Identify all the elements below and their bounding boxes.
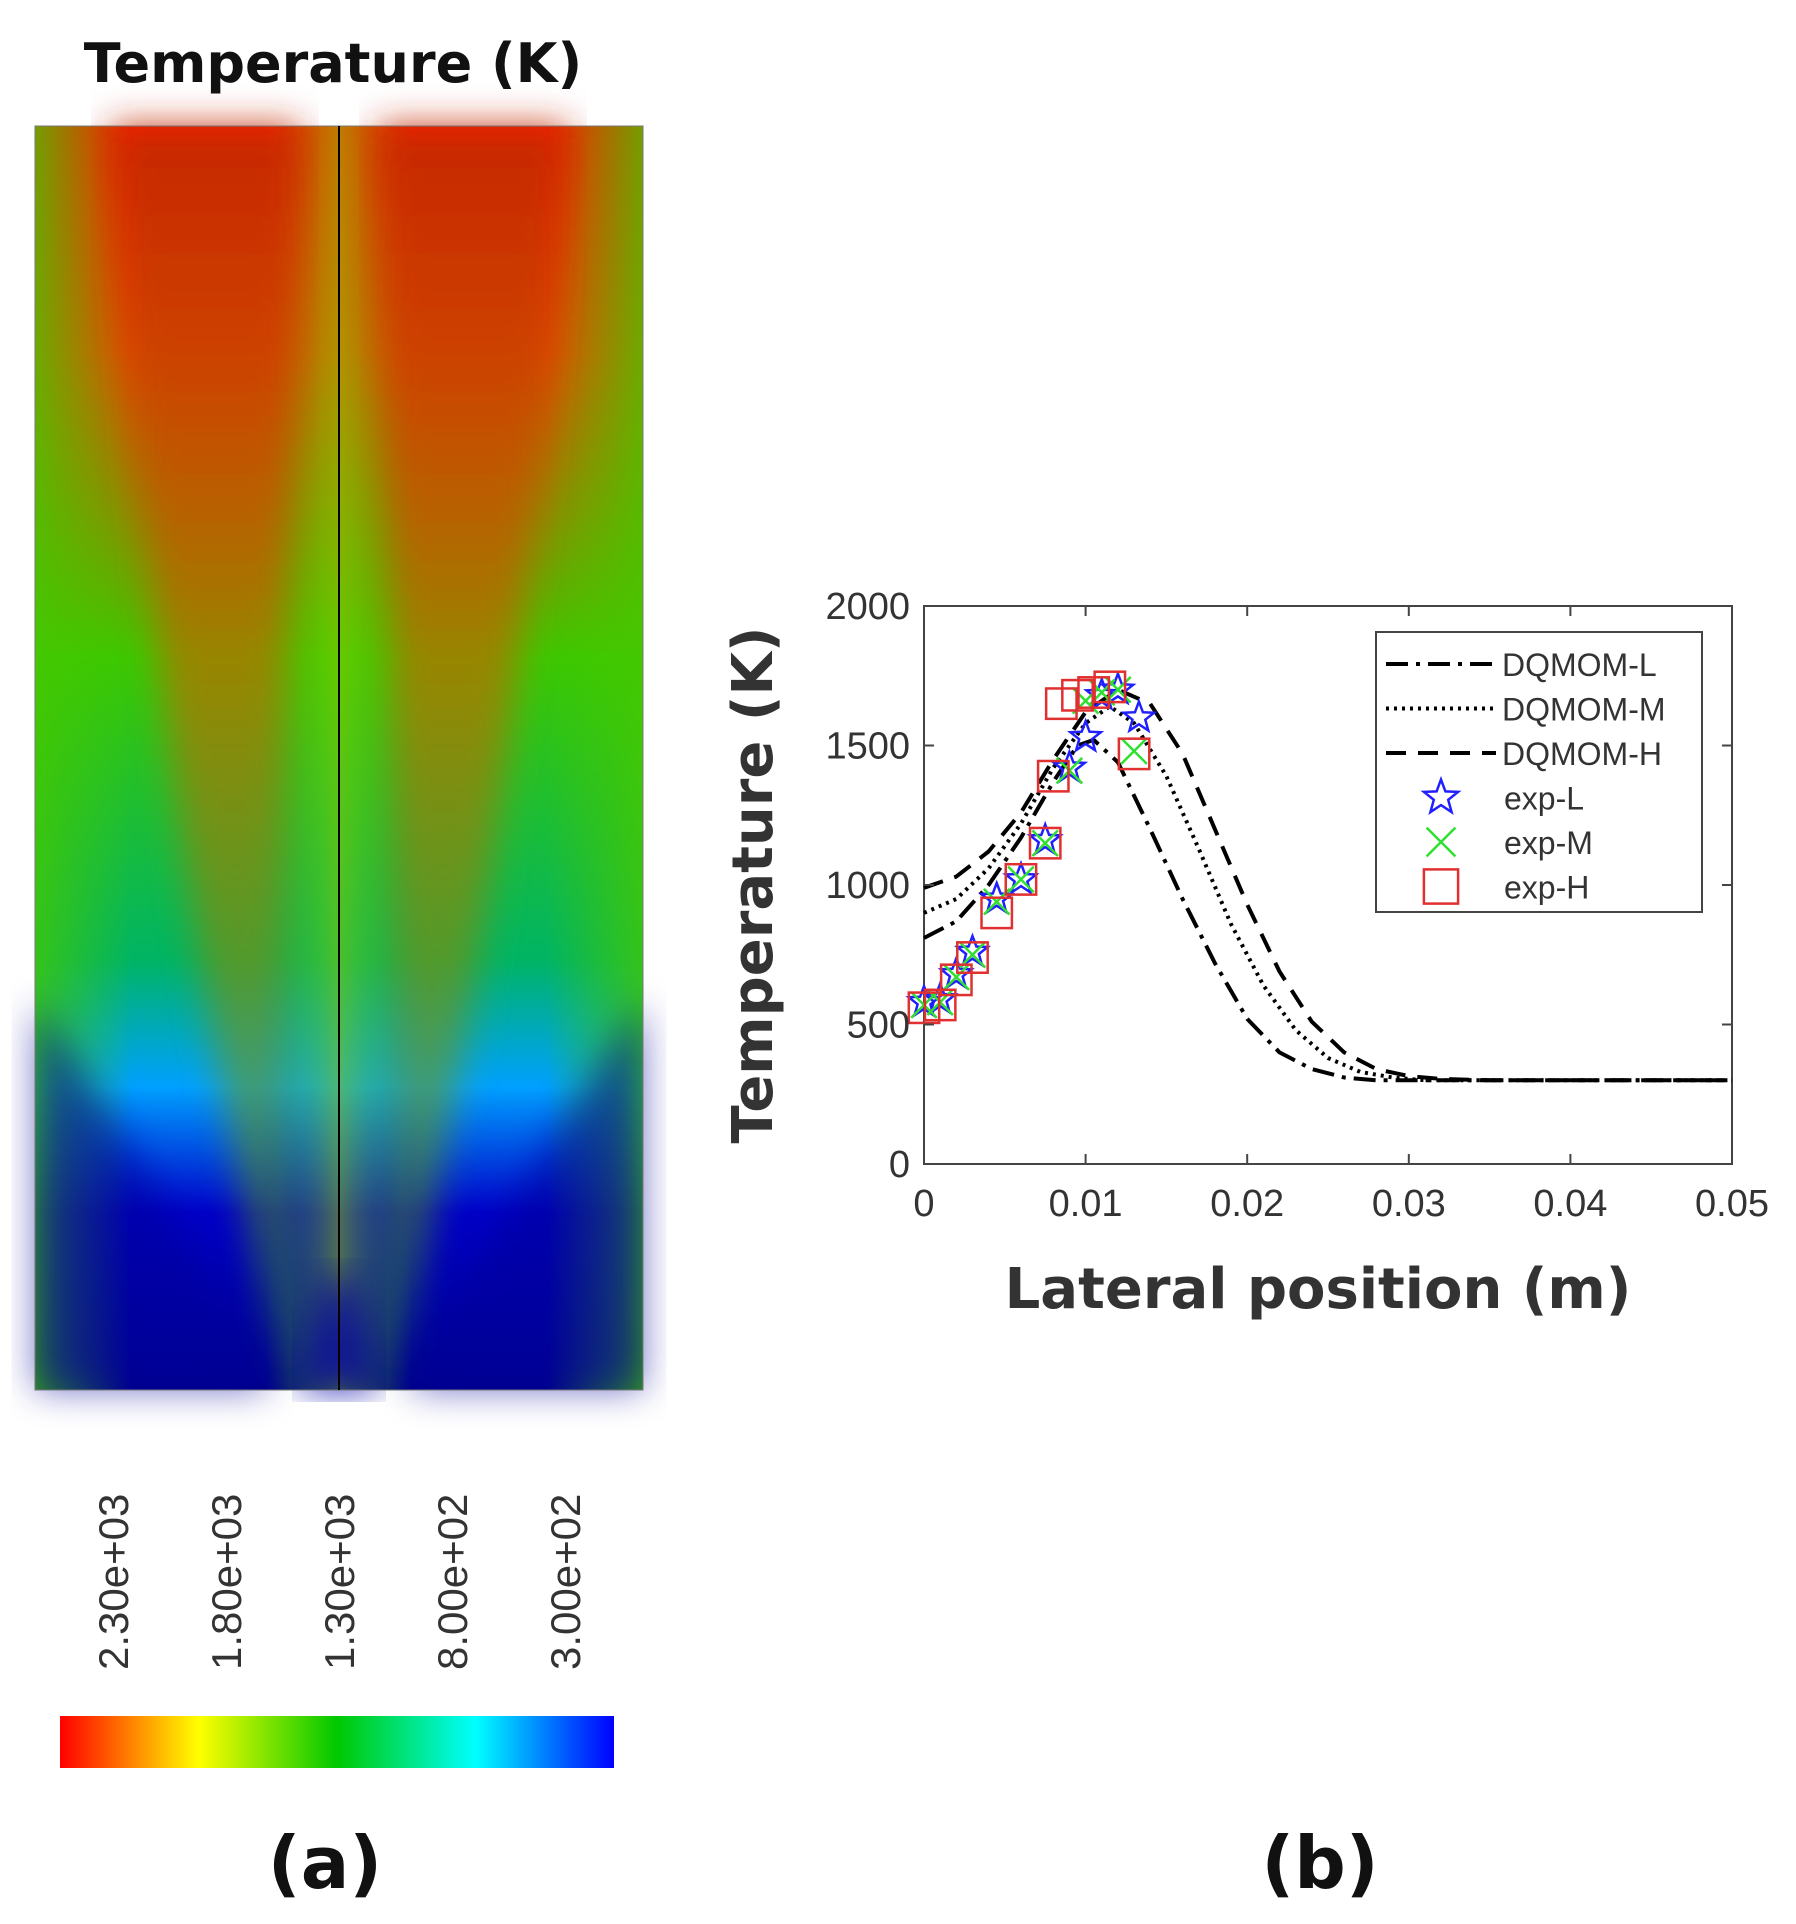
legend-label: DQMOM-H (1502, 736, 1662, 772)
legend-marker-swatch (1422, 868, 1460, 905)
data-point (1099, 670, 1137, 706)
data-point (953, 932, 992, 968)
legend-item: exp-H (1422, 868, 1589, 906)
data-point (1007, 865, 1035, 894)
x-tick-label: 0.02 (1210, 1183, 1284, 1225)
x-tick-label: 0 (913, 1183, 934, 1225)
data-point (942, 963, 971, 991)
panel-a: Temperature (K) 2.30e+03 1.80e+03 1.30e+… (34, 32, 644, 1905)
colorbar: 2.30e+03 1.80e+03 1.30e+03 8.00e+02 3.00… (60, 1494, 614, 1768)
series-markers-exp-h (907, 670, 1151, 1025)
y-tick-label: 0 (889, 1144, 910, 1186)
y-tick-label: 1000 (825, 865, 910, 907)
colorbar-gradient (60, 1716, 614, 1768)
legend-label: exp-H (1504, 870, 1589, 906)
y-tick-label: 1500 (825, 726, 910, 768)
panel-a-label: (a) (268, 1821, 382, 1905)
legend-item: DQMOM-H (1386, 736, 1662, 772)
data-point (956, 941, 989, 974)
legend-label: DQMOM-L (1502, 647, 1657, 683)
x-axis-label: Lateral position (m) (1005, 1257, 1632, 1322)
data-point (1031, 829, 1059, 857)
data-point (1002, 859, 1040, 896)
legend-item: exp-M (1425, 825, 1593, 861)
data-point (958, 941, 987, 969)
data-point (1004, 862, 1038, 896)
colorbar-label: 1.30e+03 (316, 1494, 363, 1670)
x-tick-label: 0.05 (1695, 1183, 1769, 1225)
legend-item: DQMOM-L (1386, 647, 1657, 683)
data-point (1117, 737, 1151, 771)
colorbar-label: 8.00e+02 (429, 1494, 476, 1670)
legend-item: exp-L (1420, 775, 1584, 817)
data-point (1028, 826, 1062, 860)
legend: DQMOM-L DQMOM-M DQMOM-H exp-L exp-M exp-H (1375, 631, 1703, 913)
data-point (1120, 737, 1148, 765)
contour-title: Temperature (K) (84, 32, 582, 95)
line-chart: 0 0.01 0.02 0.03 0.04 0.05 0 500 1000 1500 2000 L… (721, 586, 1769, 1322)
x-tick-label: 0.04 (1533, 1183, 1607, 1225)
legend-item: DQMOM-M (1386, 692, 1666, 728)
data-point (937, 954, 975, 991)
legend-marker-swatch (1420, 775, 1462, 815)
series-line-dqmom-m (923, 704, 1732, 1083)
data-point (980, 896, 1014, 930)
colorbar-label: 1.80e+03 (203, 1494, 250, 1670)
series-line-dqmom-l (923, 737, 1732, 1083)
y-tick-label: 500 (847, 1005, 910, 1047)
panel-b-label: (b) (1261, 1821, 1378, 1905)
legend-label: exp-L (1504, 781, 1584, 817)
colorbar-label: 3.00e+02 (542, 1494, 589, 1670)
legend-label: DQMOM-M (1502, 692, 1666, 728)
legend-marker-swatch (1425, 826, 1457, 858)
legend-box (1375, 631, 1703, 913)
temperature-contour-map (34, 125, 644, 1391)
series-line-dqmom-h (923, 687, 1732, 1083)
colorbar-label: 2.30e+03 (90, 1494, 137, 1670)
data-point (1036, 759, 1070, 793)
y-tick-label: 2000 (825, 586, 910, 628)
data-point (1120, 698, 1158, 734)
data-point (1026, 820, 1064, 857)
panel-b: 0 0.01 0.02 0.03 0.04 0.05 0 500 1000 1500 2000 L… (721, 586, 1769, 1905)
y-axis-label: Temperature (K) (721, 627, 786, 1144)
legend-label: exp-M (1504, 825, 1593, 861)
x-tick-label: 0.01 (1049, 1183, 1123, 1225)
x-tick-label: 0.03 (1372, 1183, 1446, 1225)
colorbar-tick-labels: 2.30e+03 1.80e+03 1.30e+03 8.00e+02 3.00… (90, 1494, 589, 1670)
data-point (1093, 670, 1127, 704)
data-point (1067, 717, 1105, 753)
